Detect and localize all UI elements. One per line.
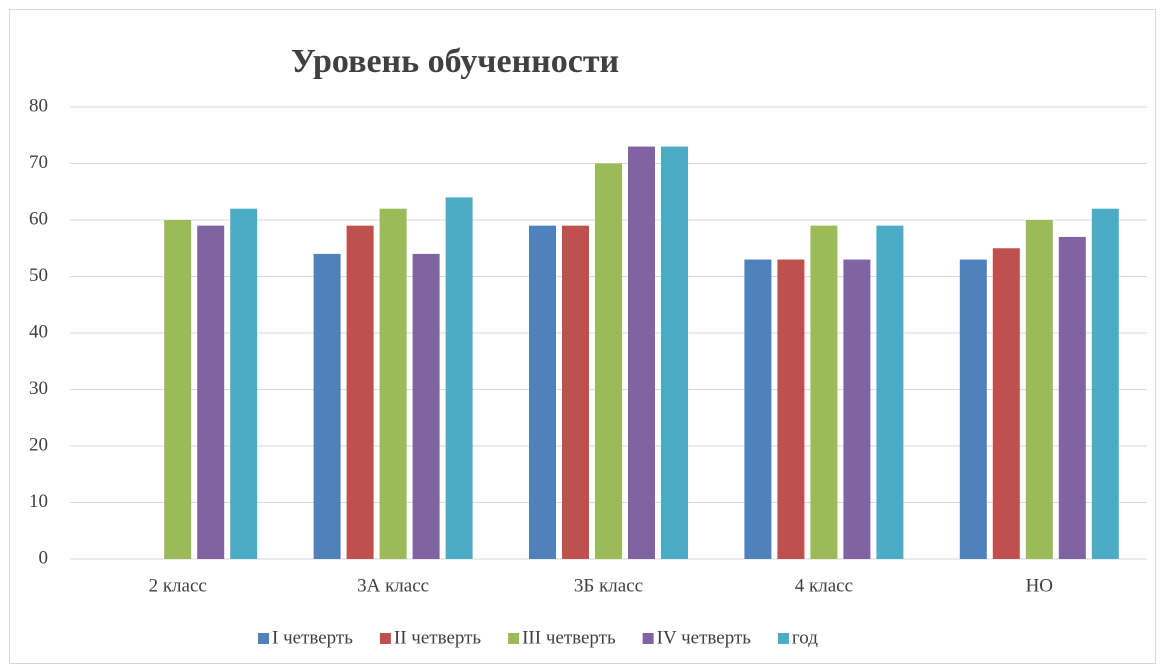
y-tick-label: 60 xyxy=(29,208,48,229)
bar xyxy=(628,146,655,560)
y-tick-label: 0 xyxy=(39,547,49,568)
legend-swatch xyxy=(777,633,789,644)
bar xyxy=(744,259,772,559)
bar xyxy=(843,259,871,559)
bar xyxy=(777,259,805,559)
bar xyxy=(346,225,374,559)
x-tick-label: 4 класс xyxy=(795,575,853,596)
bar xyxy=(1058,236,1086,559)
bar xyxy=(313,253,341,559)
chart-title: Уровень обученности xyxy=(291,43,619,80)
bar xyxy=(595,163,622,559)
legend-swatch xyxy=(508,633,520,644)
bar xyxy=(412,253,440,559)
bar xyxy=(445,197,473,559)
y-tick-label: 10 xyxy=(29,491,48,512)
x-tick-label: 2 класс xyxy=(149,575,207,596)
bar xyxy=(529,225,556,559)
legend-label: IV четверть xyxy=(657,627,752,648)
legend-swatch xyxy=(258,633,269,644)
legend-swatch xyxy=(642,633,654,644)
bar xyxy=(379,208,407,559)
legend-label: III четверть xyxy=(522,627,616,648)
bar xyxy=(230,208,258,559)
y-tick-label: 50 xyxy=(29,265,48,286)
bar xyxy=(876,225,904,559)
y-tick-label: 20 xyxy=(29,434,48,455)
y-tick-label: 80 xyxy=(29,95,48,116)
legend-swatch xyxy=(379,633,391,644)
bar xyxy=(1091,208,1119,559)
x-tick-label: 3Б класс xyxy=(574,575,643,596)
bar xyxy=(1025,220,1053,559)
bar xyxy=(992,248,1020,559)
bar xyxy=(197,225,225,559)
x-tick-label: НО xyxy=(1026,575,1053,596)
bar xyxy=(810,225,838,559)
bar xyxy=(164,220,192,559)
x-tick-label: 3А класс xyxy=(357,575,429,596)
bar xyxy=(562,225,589,559)
legend-label: I четверть xyxy=(272,627,353,648)
y-tick-label: 30 xyxy=(29,378,48,399)
bar xyxy=(661,146,688,560)
y-tick-label: 40 xyxy=(29,321,48,342)
legend-label: II четверть xyxy=(394,627,482,648)
bar xyxy=(959,259,987,559)
legend-label: год xyxy=(792,627,818,648)
y-tick-label: 70 xyxy=(29,152,48,173)
